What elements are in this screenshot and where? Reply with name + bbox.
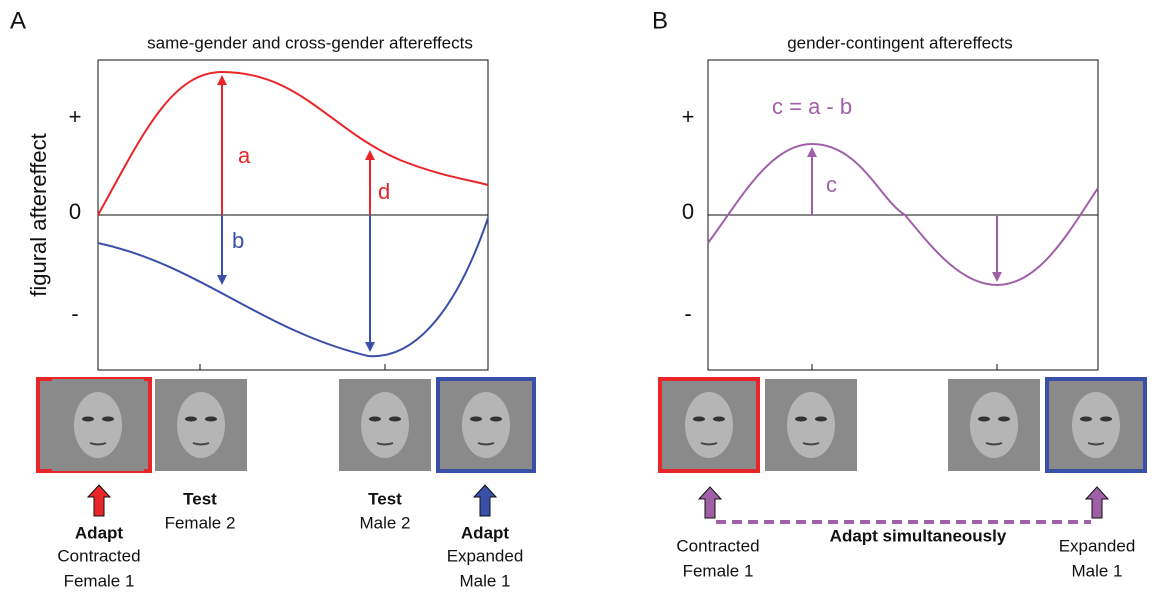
y-tick: 0 bbox=[69, 199, 81, 224]
face bbox=[947, 378, 1041, 472]
face bbox=[154, 378, 248, 472]
face bbox=[1049, 378, 1143, 472]
adapt-arrow bbox=[472, 484, 498, 517]
adapt-frame bbox=[658, 377, 760, 473]
caption: Male 2 bbox=[359, 513, 410, 532]
contingent-curve bbox=[707, 142, 1099, 287]
caption: Female 1 bbox=[64, 571, 135, 590]
adapt-frame bbox=[436, 377, 536, 473]
face bbox=[338, 378, 432, 472]
face bbox=[439, 378, 533, 472]
caption: Test bbox=[368, 489, 402, 508]
arrow-label: c bbox=[826, 172, 837, 197]
caption: Contracted bbox=[57, 546, 140, 565]
adapt-arrow bbox=[86, 484, 112, 517]
face bbox=[662, 378, 756, 472]
caption: Male 1 bbox=[1071, 561, 1122, 580]
caption: Adapt simultaneously bbox=[830, 526, 1007, 545]
panel-title: gender-contingent aftereffects bbox=[787, 33, 1013, 52]
caption: Contracted bbox=[676, 536, 759, 555]
caption: Test bbox=[183, 489, 217, 508]
caption: Expanded bbox=[447, 546, 524, 565]
panel-title: same-gender and cross-gender aftereffect… bbox=[147, 33, 473, 52]
face bbox=[764, 378, 858, 472]
y-tick: + bbox=[69, 104, 82, 129]
adapt-frame bbox=[1045, 377, 1147, 473]
panel-label: A bbox=[10, 7, 26, 34]
caption: Female 2 bbox=[165, 513, 236, 532]
caption: Male 1 bbox=[459, 571, 510, 590]
equation: c = a - b bbox=[772, 94, 852, 119]
y-label: figural aftereffect bbox=[26, 133, 51, 296]
cross-curve bbox=[97, 217, 489, 358]
caption: Expanded bbox=[1059, 536, 1136, 555]
arrow-label: b bbox=[232, 228, 244, 253]
arrow-label: d bbox=[378, 179, 390, 204]
same-curve bbox=[97, 70, 489, 216]
adapt-arrow bbox=[697, 486, 723, 519]
y-tick: - bbox=[71, 301, 78, 326]
caption: Female 1 bbox=[683, 561, 754, 580]
caption: Adapt bbox=[461, 523, 510, 542]
caption: Adapt bbox=[75, 523, 124, 542]
arrow-label: a bbox=[238, 143, 251, 168]
face bbox=[51, 378, 145, 472]
y-tick: + bbox=[682, 104, 695, 129]
adapt-arrow bbox=[1084, 486, 1110, 519]
panel-label: B bbox=[652, 7, 668, 34]
y-tick: - bbox=[684, 301, 691, 326]
y-tick: 0 bbox=[682, 199, 694, 224]
